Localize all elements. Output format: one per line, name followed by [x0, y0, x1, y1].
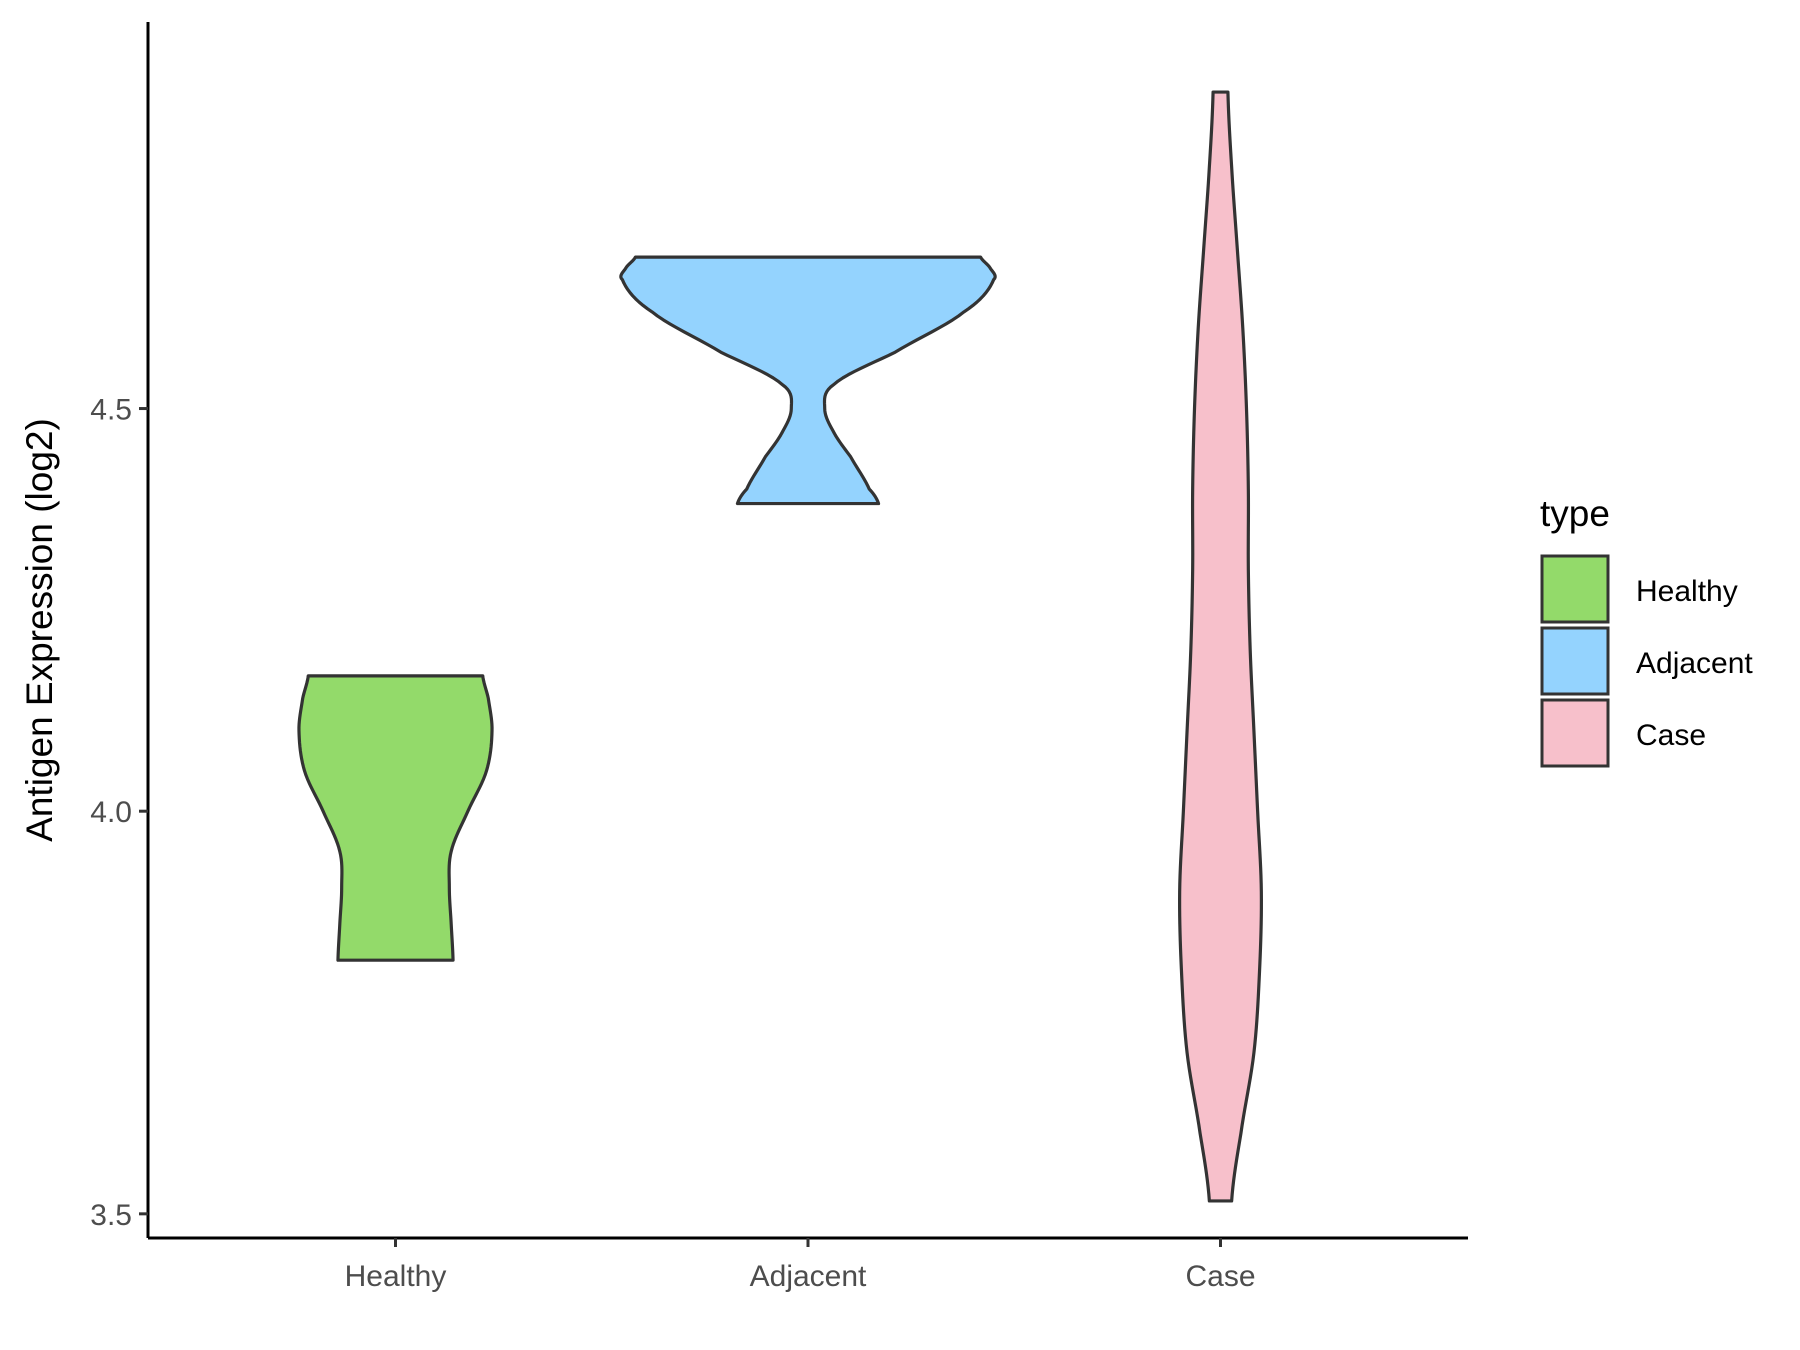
- legend: type Healthy Adjacent Case: [1540, 493, 1753, 768]
- y-axis-title: Antigen Expression (log2): [19, 418, 60, 842]
- legend-swatch-case: [1540, 698, 1610, 768]
- legend-label-case: Case: [1636, 719, 1706, 752]
- violin-adjacent: [619, 255, 997, 506]
- x-ticks: Healthy Adjacent Case: [345, 1238, 1256, 1293]
- x-tick-label-healthy: Healthy: [345, 1260, 447, 1293]
- legend-swatch-healthy: [1540, 554, 1610, 624]
- y-tick-label: 3.5: [90, 1199, 132, 1232]
- violin-case: [1178, 90, 1263, 1203]
- violins: [297, 90, 1263, 1203]
- legend-label-healthy: Healthy: [1636, 575, 1738, 608]
- legend-label-adjacent: Adjacent: [1636, 647, 1753, 680]
- plot-area: 3.5 4.0 4.5 Healthy Adjacent Case: [90, 22, 1468, 1293]
- x-tick-label-adjacent: Adjacent: [750, 1260, 867, 1293]
- legend-swatch-adjacent: [1540, 626, 1610, 696]
- y-tick-label: 4.0: [90, 796, 132, 829]
- x-tick-label-case: Case: [1185, 1260, 1255, 1293]
- y-ticks: 3.5 4.0 4.5: [90, 394, 148, 1232]
- violin-healthy: [297, 674, 494, 962]
- legend-title: type: [1540, 493, 1610, 534]
- y-tick-label: 4.5: [90, 394, 132, 427]
